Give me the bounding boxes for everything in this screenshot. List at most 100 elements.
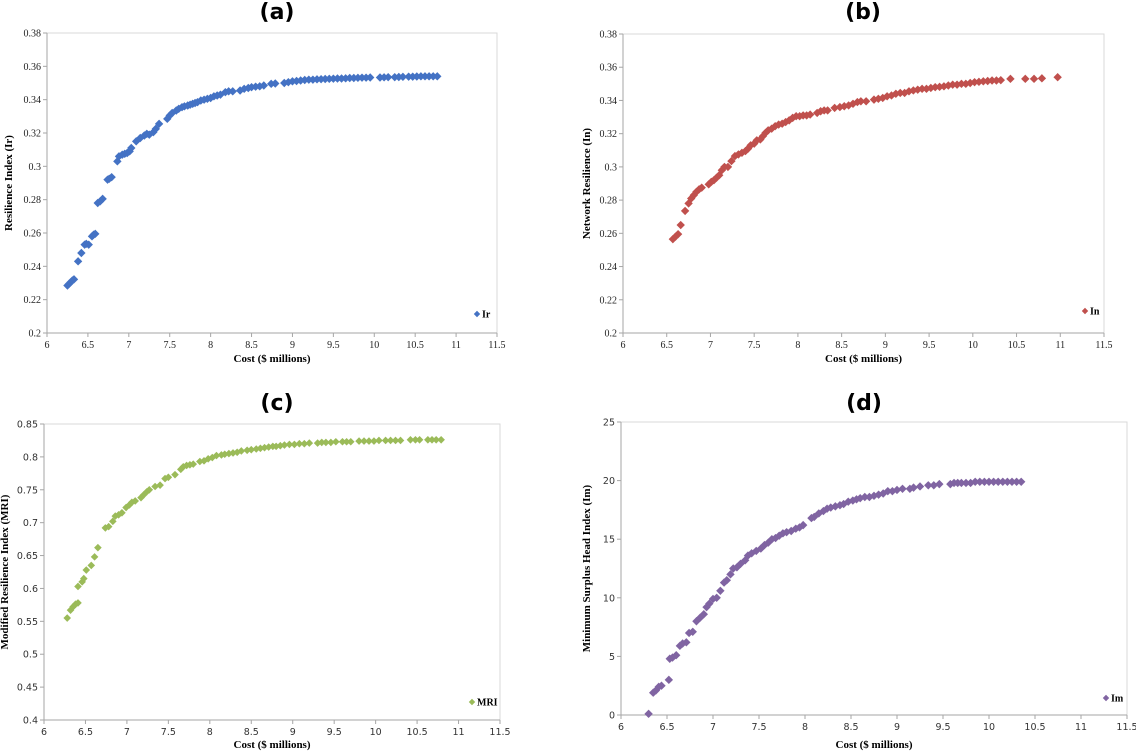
- x-tick-label: 7.5: [163, 340, 176, 351]
- y-tick-label: 0.22: [600, 295, 618, 306]
- data-point: [929, 481, 938, 490]
- data-point: [109, 517, 117, 526]
- data-point: [909, 483, 918, 492]
- y-tick-label: 0.65: [17, 551, 38, 562]
- data-point: [814, 509, 823, 518]
- data-point: [94, 543, 102, 552]
- data-point: [668, 653, 677, 662]
- data-point: [1007, 477, 1017, 486]
- x-tick-label: 7.5: [161, 727, 176, 738]
- data-point: [709, 175, 719, 185]
- data-point: [723, 162, 733, 172]
- x-tick-label: 6: [618, 722, 624, 733]
- y-tick-label: 0.22: [24, 295, 42, 306]
- data-point: [381, 436, 390, 445]
- data-point: [189, 460, 198, 468]
- data-point: [370, 437, 378, 445]
- y-tick-label: 0.75: [17, 485, 38, 496]
- data-point: [730, 151, 740, 161]
- legend: In: [1081, 307, 1100, 318]
- data-point: [84, 240, 93, 249]
- y-tick-label: 0.3: [29, 162, 42, 173]
- data-point: [77, 248, 86, 258]
- data-point: [830, 103, 839, 113]
- y-tick-label: 0: [609, 711, 615, 722]
- data-point: [225, 449, 233, 458]
- y-tick-label: 0.34: [24, 95, 42, 106]
- data-point: [107, 172, 116, 182]
- data-point: [196, 457, 204, 466]
- data-point: [327, 438, 335, 447]
- data-point: [688, 627, 697, 636]
- x-tick-label: 9.5: [327, 727, 342, 738]
- data-point: [179, 462, 188, 471]
- data-point: [228, 87, 237, 96]
- y-tick-label: 0.8: [23, 452, 38, 463]
- y-tick-label: 0.28: [24, 195, 42, 206]
- x-tick-label: 6: [621, 340, 626, 351]
- data-point: [687, 194, 696, 203]
- data-point: [781, 117, 790, 127]
- data-point: [365, 437, 373, 445]
- x-tick-label: 8: [208, 340, 213, 351]
- data-point: [680, 206, 690, 216]
- data-point: [984, 477, 994, 486]
- x-tick-label: 10.5: [1008, 340, 1026, 351]
- data-point: [154, 119, 164, 129]
- y-tick-label: 0.38: [600, 30, 618, 41]
- data-point: [290, 440, 299, 449]
- data-point: [983, 76, 992, 86]
- y-tick-label: 0.36: [24, 62, 42, 73]
- data-point: [237, 447, 246, 455]
- x-tick-label: 6: [41, 727, 47, 738]
- y-axis-title: Resilience Index (Ir): [3, 135, 15, 231]
- x-tick-label: 10: [370, 727, 382, 738]
- data-point: [715, 170, 724, 180]
- x-tick-label: 8.5: [843, 722, 858, 733]
- data-point: [882, 92, 892, 101]
- data-point: [771, 533, 780, 543]
- y-tick-label: 0.32: [24, 129, 42, 140]
- panel-a-title: (a): [259, 0, 295, 25]
- data-point: [247, 445, 256, 454]
- y-tick-label: 0.4: [23, 716, 38, 727]
- data-point: [957, 478, 966, 488]
- data-point: [379, 73, 389, 82]
- data-point: [73, 257, 83, 266]
- data-point: [1003, 477, 1012, 486]
- data-point: [664, 675, 674, 685]
- data-point: [998, 477, 1007, 486]
- series-Ir: [63, 72, 442, 290]
- data-point: [163, 114, 172, 124]
- data-point: [788, 113, 797, 123]
- series-Im: [644, 477, 1026, 719]
- data-point: [82, 566, 91, 574]
- y-tick-label: 0.7: [23, 518, 38, 529]
- data-point: [764, 538, 773, 547]
- data-point: [896, 88, 905, 98]
- data-point: [952, 80, 962, 89]
- data-point: [1037, 74, 1047, 83]
- data-point: [812, 108, 822, 118]
- data-point: [139, 491, 148, 499]
- data-point: [737, 148, 747, 157]
- data-point: [137, 493, 145, 502]
- data-point: [975, 477, 984, 486]
- legend-label: In: [1090, 307, 1100, 318]
- data-point: [428, 435, 436, 444]
- data-point: [798, 520, 808, 530]
- data-point: [1029, 74, 1039, 84]
- data-point: [883, 486, 892, 496]
- data-point: [338, 437, 347, 446]
- data-point: [671, 232, 680, 241]
- y-tick-label: 0.36: [600, 63, 618, 74]
- data-point: [760, 540, 769, 550]
- data-point: [305, 439, 314, 447]
- y-tick-label: 0.26: [24, 229, 42, 240]
- data-point: [676, 220, 685, 230]
- data-point: [259, 81, 269, 90]
- data-point: [271, 79, 280, 88]
- data-point: [87, 561, 96, 570]
- data-point: [719, 578, 729, 587]
- x-tick-label: 11.5: [1116, 722, 1136, 733]
